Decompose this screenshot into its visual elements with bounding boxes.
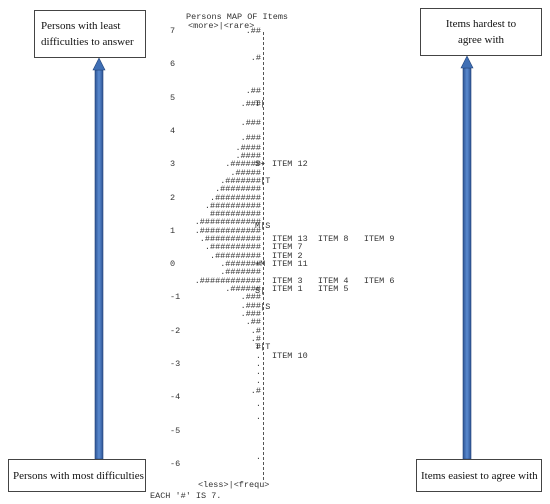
least-difficulties-box: Persons with least difficulties to answe… bbox=[34, 10, 146, 58]
person-histogram-row: .########### bbox=[199, 234, 261, 245]
item-label: ITEM 3 ITEM 4 ITEM 6 bbox=[272, 275, 395, 286]
distribution-marker: T| bbox=[255, 99, 266, 110]
left-arrow-shaft bbox=[94, 69, 104, 460]
y-tick-label: -2 bbox=[170, 325, 181, 336]
distribution-marker: S+ bbox=[255, 159, 266, 170]
person-histogram-row: . bbox=[255, 398, 261, 409]
right-arrow-shaft bbox=[462, 67, 472, 460]
most-difficulties-label: Persons with most difficulties bbox=[13, 470, 144, 482]
person-histogram-row: .### bbox=[240, 117, 261, 128]
map-footer-note: EACH '#' IS 7. bbox=[150, 491, 222, 501]
person-histogram-row: .########## bbox=[204, 242, 261, 253]
item-label: ITEM 7 bbox=[272, 242, 303, 253]
y-tick-label: 2 bbox=[170, 192, 176, 203]
person-histogram-row: .#### bbox=[235, 142, 261, 153]
y-tick-label: 3 bbox=[170, 159, 176, 170]
person-histogram-row: . bbox=[255, 375, 261, 386]
person-histogram-row: .######## bbox=[215, 184, 261, 195]
y-tick-label: -5 bbox=[170, 425, 181, 436]
person-histogram-row: .# bbox=[250, 325, 261, 336]
least-difficulties-line-1: Persons with least bbox=[41, 20, 121, 32]
item-label: ITEM 13 ITEM 8 ITEM 9 bbox=[272, 234, 395, 245]
map-axis-header: <more>|<rare> bbox=[188, 21, 255, 31]
distribution-marker: S| bbox=[255, 285, 266, 296]
item-label: ITEM 12 bbox=[272, 159, 308, 170]
person-histogram-row: .# bbox=[250, 334, 261, 345]
person-histogram-row: # bbox=[255, 342, 261, 353]
y-tick-label: -1 bbox=[170, 292, 181, 303]
y-tick-label: -6 bbox=[170, 458, 181, 469]
hardest-items-line-2: agree with bbox=[457, 34, 505, 46]
distribution-marker: M|S bbox=[255, 220, 271, 231]
y-tick-label: 6 bbox=[170, 59, 176, 70]
person-histogram-row: .############ bbox=[194, 225, 261, 236]
person-histogram-row: .####### bbox=[220, 259, 261, 270]
person-histogram-row: ########## bbox=[209, 209, 261, 220]
person-histogram-row: .####### bbox=[220, 175, 261, 186]
person-histogram-row: .### bbox=[240, 132, 261, 143]
item-label: ITEM 10 bbox=[272, 350, 308, 361]
map-axis-footer: <less>|<frequ> bbox=[198, 480, 270, 490]
wright-map: Persons MAP OF Items <more>|<rare> 7 6 5 4 3… bbox=[150, 6, 410, 501]
least-difficulties-line-2: difficulties to answer bbox=[41, 36, 134, 48]
person-histogram-row: .## bbox=[245, 317, 261, 328]
person-histogram-row: .### bbox=[240, 309, 261, 320]
person-histogram-row: . bbox=[255, 412, 261, 423]
map-title: Persons MAP OF Items bbox=[186, 12, 289, 22]
hardest-items-box: Items hardest to agree with bbox=[420, 8, 542, 56]
person-histogram-row: . bbox=[255, 367, 261, 378]
person-histogram-row: .######### bbox=[209, 250, 261, 261]
person-histogram-row: .########## bbox=[204, 200, 261, 211]
most-difficulties-box: Persons with most difficulties bbox=[8, 459, 146, 492]
distribution-marker: |S bbox=[255, 302, 271, 313]
person-histogram-row: .######### bbox=[209, 192, 261, 203]
person-histogram-row: .##### bbox=[230, 167, 261, 178]
person-histogram-row: .############ bbox=[194, 275, 261, 286]
distribution-marker: |T bbox=[255, 175, 271, 186]
left-arrow-head bbox=[92, 57, 106, 71]
person-histogram-row: . bbox=[255, 350, 261, 361]
hardest-items-line-1: Items hardest to bbox=[445, 18, 517, 30]
person-histogram-row: . bbox=[255, 452, 261, 463]
y-tick-label: 5 bbox=[170, 92, 176, 103]
easiest-items-label: Items easiest to agree with bbox=[421, 470, 538, 482]
person-histogram-row: .# bbox=[250, 52, 261, 63]
person-histogram-row: .# bbox=[250, 385, 261, 396]
y-tick-label: 0 bbox=[170, 259, 176, 270]
right-arrow bbox=[460, 55, 474, 460]
distribution-marker: +M bbox=[255, 259, 266, 270]
person-histogram-row: .###### bbox=[225, 284, 261, 295]
right-arrow-head bbox=[460, 55, 474, 69]
easiest-items-box: Items easiest to agree with bbox=[416, 459, 542, 492]
person-histogram-row: .### bbox=[240, 99, 261, 110]
item-label: ITEM 1 ITEM 5 bbox=[272, 284, 349, 295]
distribution-marker: T|T bbox=[255, 342, 271, 353]
person-histogram-row: .## bbox=[245, 85, 261, 96]
y-tick-label: -4 bbox=[170, 392, 181, 403]
person-histogram-row: .#### bbox=[235, 150, 261, 161]
y-tick-label: -3 bbox=[170, 359, 181, 369]
person-histogram-row: .############ bbox=[194, 217, 261, 228]
person-histogram-row: .## bbox=[245, 26, 261, 36]
item-label: ITEM 2 bbox=[272, 250, 303, 261]
person-histogram-row: .####### bbox=[220, 267, 261, 278]
y-tick-label: 4 bbox=[170, 125, 176, 136]
person-histogram-row: .### bbox=[240, 292, 261, 303]
person-histogram-row: . bbox=[255, 359, 261, 369]
person-histogram-row: .### bbox=[240, 300, 261, 311]
person-histogram-row: .###### bbox=[225, 159, 261, 170]
map-center-line bbox=[263, 32, 264, 480]
y-tick-label: 7 bbox=[170, 26, 176, 36]
item-label: ITEM 11 bbox=[272, 259, 308, 270]
left-arrow bbox=[92, 57, 106, 460]
y-tick-label: 1 bbox=[170, 225, 176, 236]
